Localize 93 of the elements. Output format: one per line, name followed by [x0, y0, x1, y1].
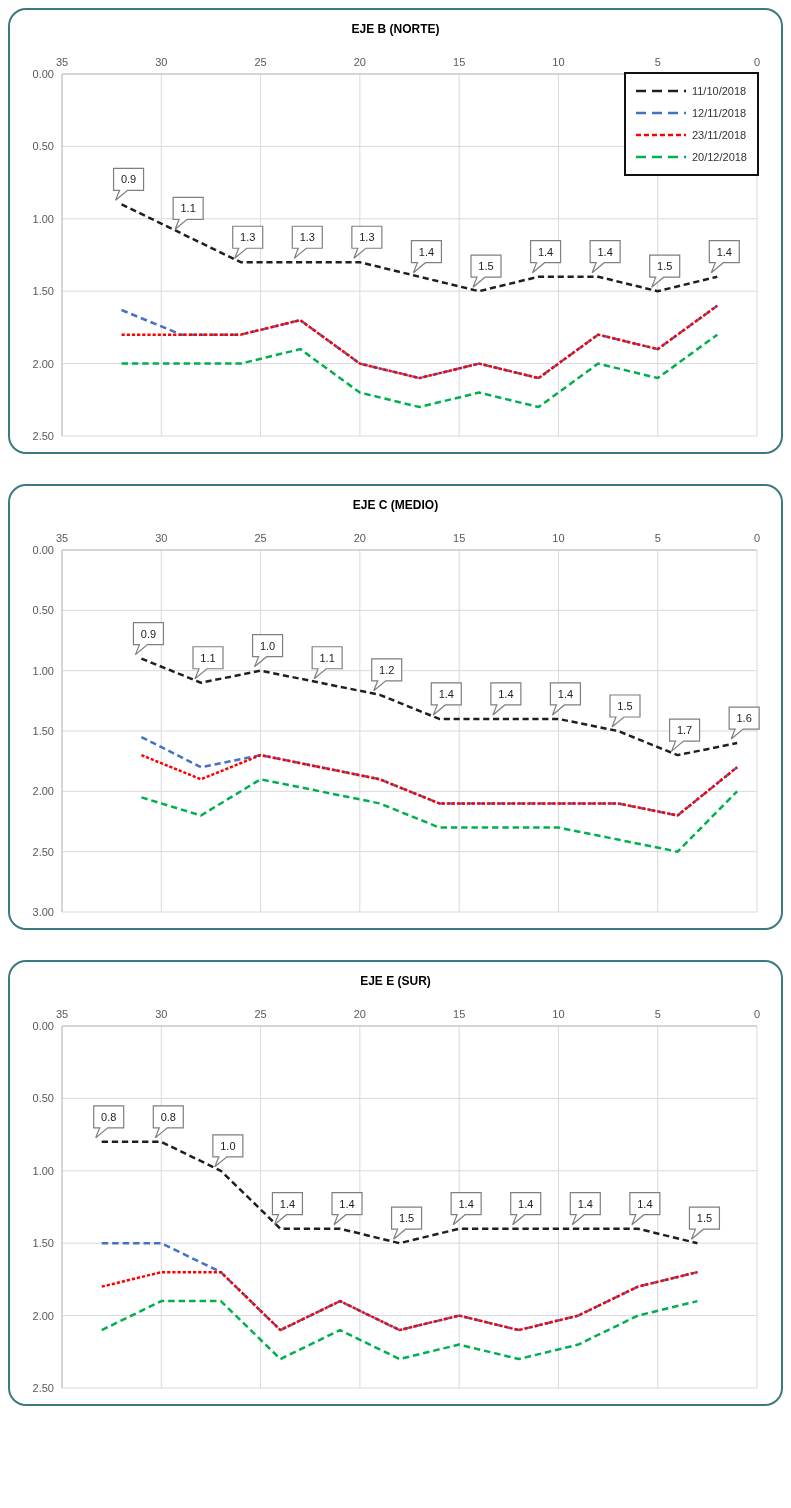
- y-tick-label: 2.00: [32, 1309, 54, 1322]
- data-label: 1.4: [557, 687, 574, 700]
- x-tick-label: 30: [155, 532, 168, 544]
- data-label: 1.3: [299, 231, 315, 244]
- data-label: 1.4: [518, 1197, 534, 1210]
- data-label: 1.4: [418, 245, 435, 258]
- x-tick-label: 35: [55, 532, 69, 544]
- x-tick-label: 20: [353, 1008, 366, 1020]
- data-label: 1.0: [259, 639, 276, 652]
- chart-title: EJE B (NORTE): [350, 22, 441, 38]
- x-tick-label: 25: [254, 1008, 267, 1020]
- data-label: 1.4: [458, 1197, 474, 1210]
- y-tick-label: 0.00: [32, 1019, 54, 1032]
- data-label: 1.4: [716, 245, 732, 258]
- y-tick-label: 2.50: [32, 845, 54, 858]
- data-label: 1.1: [319, 651, 335, 664]
- y-tick-label: 1.00: [32, 212, 54, 225]
- y-tick-label: 1.00: [32, 1164, 54, 1177]
- x-tick-label: 0: [753, 56, 761, 68]
- data-label: 1.5: [478, 260, 494, 273]
- data-label: 1.6: [736, 712, 752, 725]
- y-tick-label: 2.50: [32, 1381, 54, 1394]
- data-label: 1.4: [498, 687, 514, 700]
- x-tick-label: 10: [552, 56, 565, 68]
- line-series: [120, 203, 719, 293]
- data-label: 1.5: [617, 700, 633, 712]
- chart-title: EJE E (SUR): [359, 974, 432, 990]
- legend-label: 20/12/2018: [691, 151, 747, 163]
- data-label: 1.7: [676, 724, 693, 737]
- x-tick-label: 35: [55, 1008, 69, 1020]
- y-tick-label: 0.00: [32, 67, 54, 80]
- data-label: 1.4: [577, 1197, 593, 1210]
- data-label: 0.9: [120, 173, 137, 186]
- data-label: 1.4: [537, 245, 554, 258]
- x-tick-label: 30: [155, 56, 168, 68]
- line-series: [100, 1299, 699, 1361]
- x-tick-label: 5: [654, 56, 661, 68]
- x-tick-label: 15: [453, 56, 466, 68]
- x-tick-label: 35: [55, 56, 69, 68]
- y-tick-label: 0.50: [32, 1092, 54, 1105]
- data-label: 1.3: [359, 231, 375, 244]
- line-series: [100, 1140, 699, 1245]
- data-label: 1.4: [279, 1197, 296, 1210]
- line-series: [140, 778, 739, 853]
- line-series: [100, 1270, 699, 1332]
- line-series: [120, 333, 719, 409]
- data-label: 1.0: [220, 1139, 236, 1152]
- chart-title: EJE C (MEDIO): [351, 498, 440, 514]
- y-tick-label: 0.50: [32, 140, 54, 153]
- x-tick-label: 30: [155, 1008, 168, 1020]
- x-tick-label: 15: [453, 532, 466, 544]
- x-tick-label: 5: [654, 1008, 661, 1020]
- data-label: 1.5: [696, 1212, 713, 1225]
- x-tick-label: 0: [753, 532, 761, 544]
- data-label: 1.4: [438, 687, 454, 700]
- x-tick-label: 10: [552, 532, 565, 544]
- y-tick-label: 3.00: [32, 905, 54, 918]
- data-label: 0.8: [160, 1110, 176, 1123]
- x-tick-label: 20: [353, 532, 366, 544]
- x-tick-label: 25: [254, 56, 267, 68]
- data-label: 1.4: [597, 245, 613, 258]
- x-tick-label: 25: [254, 532, 267, 544]
- data-label: 1.1: [200, 651, 216, 664]
- line-series: [100, 1241, 699, 1332]
- x-tick-label: 5: [654, 532, 661, 544]
- y-tick-label: 0.50: [32, 604, 54, 617]
- data-label: 1.5: [657, 260, 673, 273]
- y-tick-label: 1.50: [32, 724, 54, 737]
- data-label: 1.4: [637, 1197, 653, 1210]
- legend-label: 23/11/2018: [691, 129, 747, 141]
- line-series: [140, 735, 739, 817]
- y-tick-label: 0.00: [32, 543, 54, 556]
- line-series: [120, 304, 719, 380]
- y-tick-label: 2.00: [32, 785, 54, 798]
- y-tick-label: 1.50: [32, 1237, 54, 1250]
- y-tick-label: 1.50: [32, 285, 54, 298]
- data-label: 1.5: [398, 1212, 415, 1225]
- data-label: 1.1: [180, 202, 196, 215]
- y-tick-label: 2.50: [32, 429, 54, 442]
- x-tick-label: 20: [353, 56, 366, 68]
- legend-label: 12/11/2018: [691, 107, 747, 119]
- data-label: 0.9: [140, 627, 157, 640]
- legend-label: 11/10/2018: [691, 85, 747, 97]
- x-tick-label: 0: [753, 1008, 761, 1020]
- data-label: 0.8: [101, 1110, 117, 1123]
- y-tick-label: 2.00: [32, 357, 54, 370]
- data-label: 1.2: [379, 663, 395, 676]
- x-tick-label: 15: [453, 1008, 466, 1020]
- data-label: 1.4: [339, 1197, 355, 1210]
- line-series: [140, 753, 739, 817]
- y-tick-label: 1.00: [32, 664, 54, 677]
- x-tick-label: 10: [552, 1008, 565, 1020]
- data-label: 1.3: [240, 231, 256, 244]
